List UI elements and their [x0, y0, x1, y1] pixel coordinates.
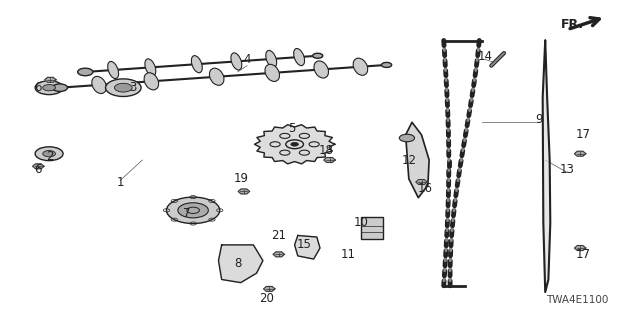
Text: 6: 6	[34, 81, 42, 94]
Polygon shape	[218, 245, 263, 283]
Text: 8: 8	[234, 257, 241, 270]
Text: 17: 17	[576, 128, 591, 141]
Text: 14: 14	[477, 50, 492, 63]
Text: 12: 12	[401, 154, 417, 166]
Text: 4: 4	[243, 53, 251, 66]
Ellipse shape	[314, 61, 328, 78]
Text: 10: 10	[354, 216, 369, 229]
Circle shape	[166, 197, 220, 223]
Polygon shape	[575, 245, 586, 251]
Polygon shape	[324, 157, 335, 163]
Polygon shape	[45, 77, 56, 82]
Text: 2: 2	[47, 150, 54, 163]
Text: FR.: FR.	[561, 18, 584, 31]
Ellipse shape	[266, 51, 276, 68]
Text: 15: 15	[297, 238, 312, 252]
Ellipse shape	[145, 59, 156, 76]
Text: 18: 18	[319, 144, 334, 157]
Circle shape	[399, 134, 415, 142]
Ellipse shape	[294, 49, 305, 66]
Polygon shape	[543, 41, 550, 292]
Ellipse shape	[231, 53, 242, 70]
Text: 6: 6	[34, 163, 42, 176]
Circle shape	[291, 142, 298, 146]
Polygon shape	[238, 189, 250, 194]
Text: 1: 1	[116, 175, 124, 188]
Circle shape	[115, 83, 132, 92]
Polygon shape	[406, 122, 429, 198]
Circle shape	[381, 62, 392, 68]
Text: 19: 19	[233, 172, 248, 185]
Circle shape	[35, 147, 63, 161]
Polygon shape	[33, 164, 44, 169]
Polygon shape	[294, 236, 320, 259]
Text: 13: 13	[560, 163, 575, 176]
Polygon shape	[575, 151, 586, 156]
Circle shape	[312, 53, 323, 58]
Text: 3: 3	[129, 81, 136, 94]
Ellipse shape	[209, 68, 224, 85]
Circle shape	[43, 151, 56, 157]
Text: 7: 7	[183, 207, 191, 220]
Text: 11: 11	[341, 248, 356, 261]
Text: 20: 20	[259, 292, 273, 305]
Polygon shape	[361, 217, 383, 239]
Polygon shape	[264, 286, 275, 292]
Text: TWA4E1100: TWA4E1100	[547, 295, 609, 305]
Ellipse shape	[353, 58, 368, 75]
Ellipse shape	[144, 73, 159, 90]
Polygon shape	[416, 180, 428, 184]
Ellipse shape	[108, 61, 118, 79]
Polygon shape	[255, 125, 335, 164]
Circle shape	[77, 68, 93, 76]
Text: 21: 21	[271, 229, 286, 242]
Text: 17: 17	[576, 248, 591, 261]
Circle shape	[43, 84, 56, 91]
Ellipse shape	[265, 64, 280, 82]
Text: 16: 16	[417, 182, 432, 195]
Ellipse shape	[191, 56, 202, 73]
Circle shape	[106, 79, 141, 97]
Circle shape	[35, 81, 63, 95]
Circle shape	[52, 84, 67, 92]
Polygon shape	[273, 252, 284, 257]
Circle shape	[178, 203, 209, 218]
Text: 9: 9	[535, 113, 543, 126]
Ellipse shape	[92, 76, 106, 93]
Text: 5: 5	[288, 122, 295, 135]
